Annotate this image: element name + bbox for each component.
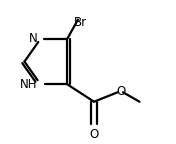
Text: O: O <box>89 128 99 141</box>
Text: NH: NH <box>20 78 37 91</box>
Text: O: O <box>116 85 125 97</box>
Text: Br: Br <box>74 16 87 29</box>
Text: N: N <box>28 32 37 45</box>
